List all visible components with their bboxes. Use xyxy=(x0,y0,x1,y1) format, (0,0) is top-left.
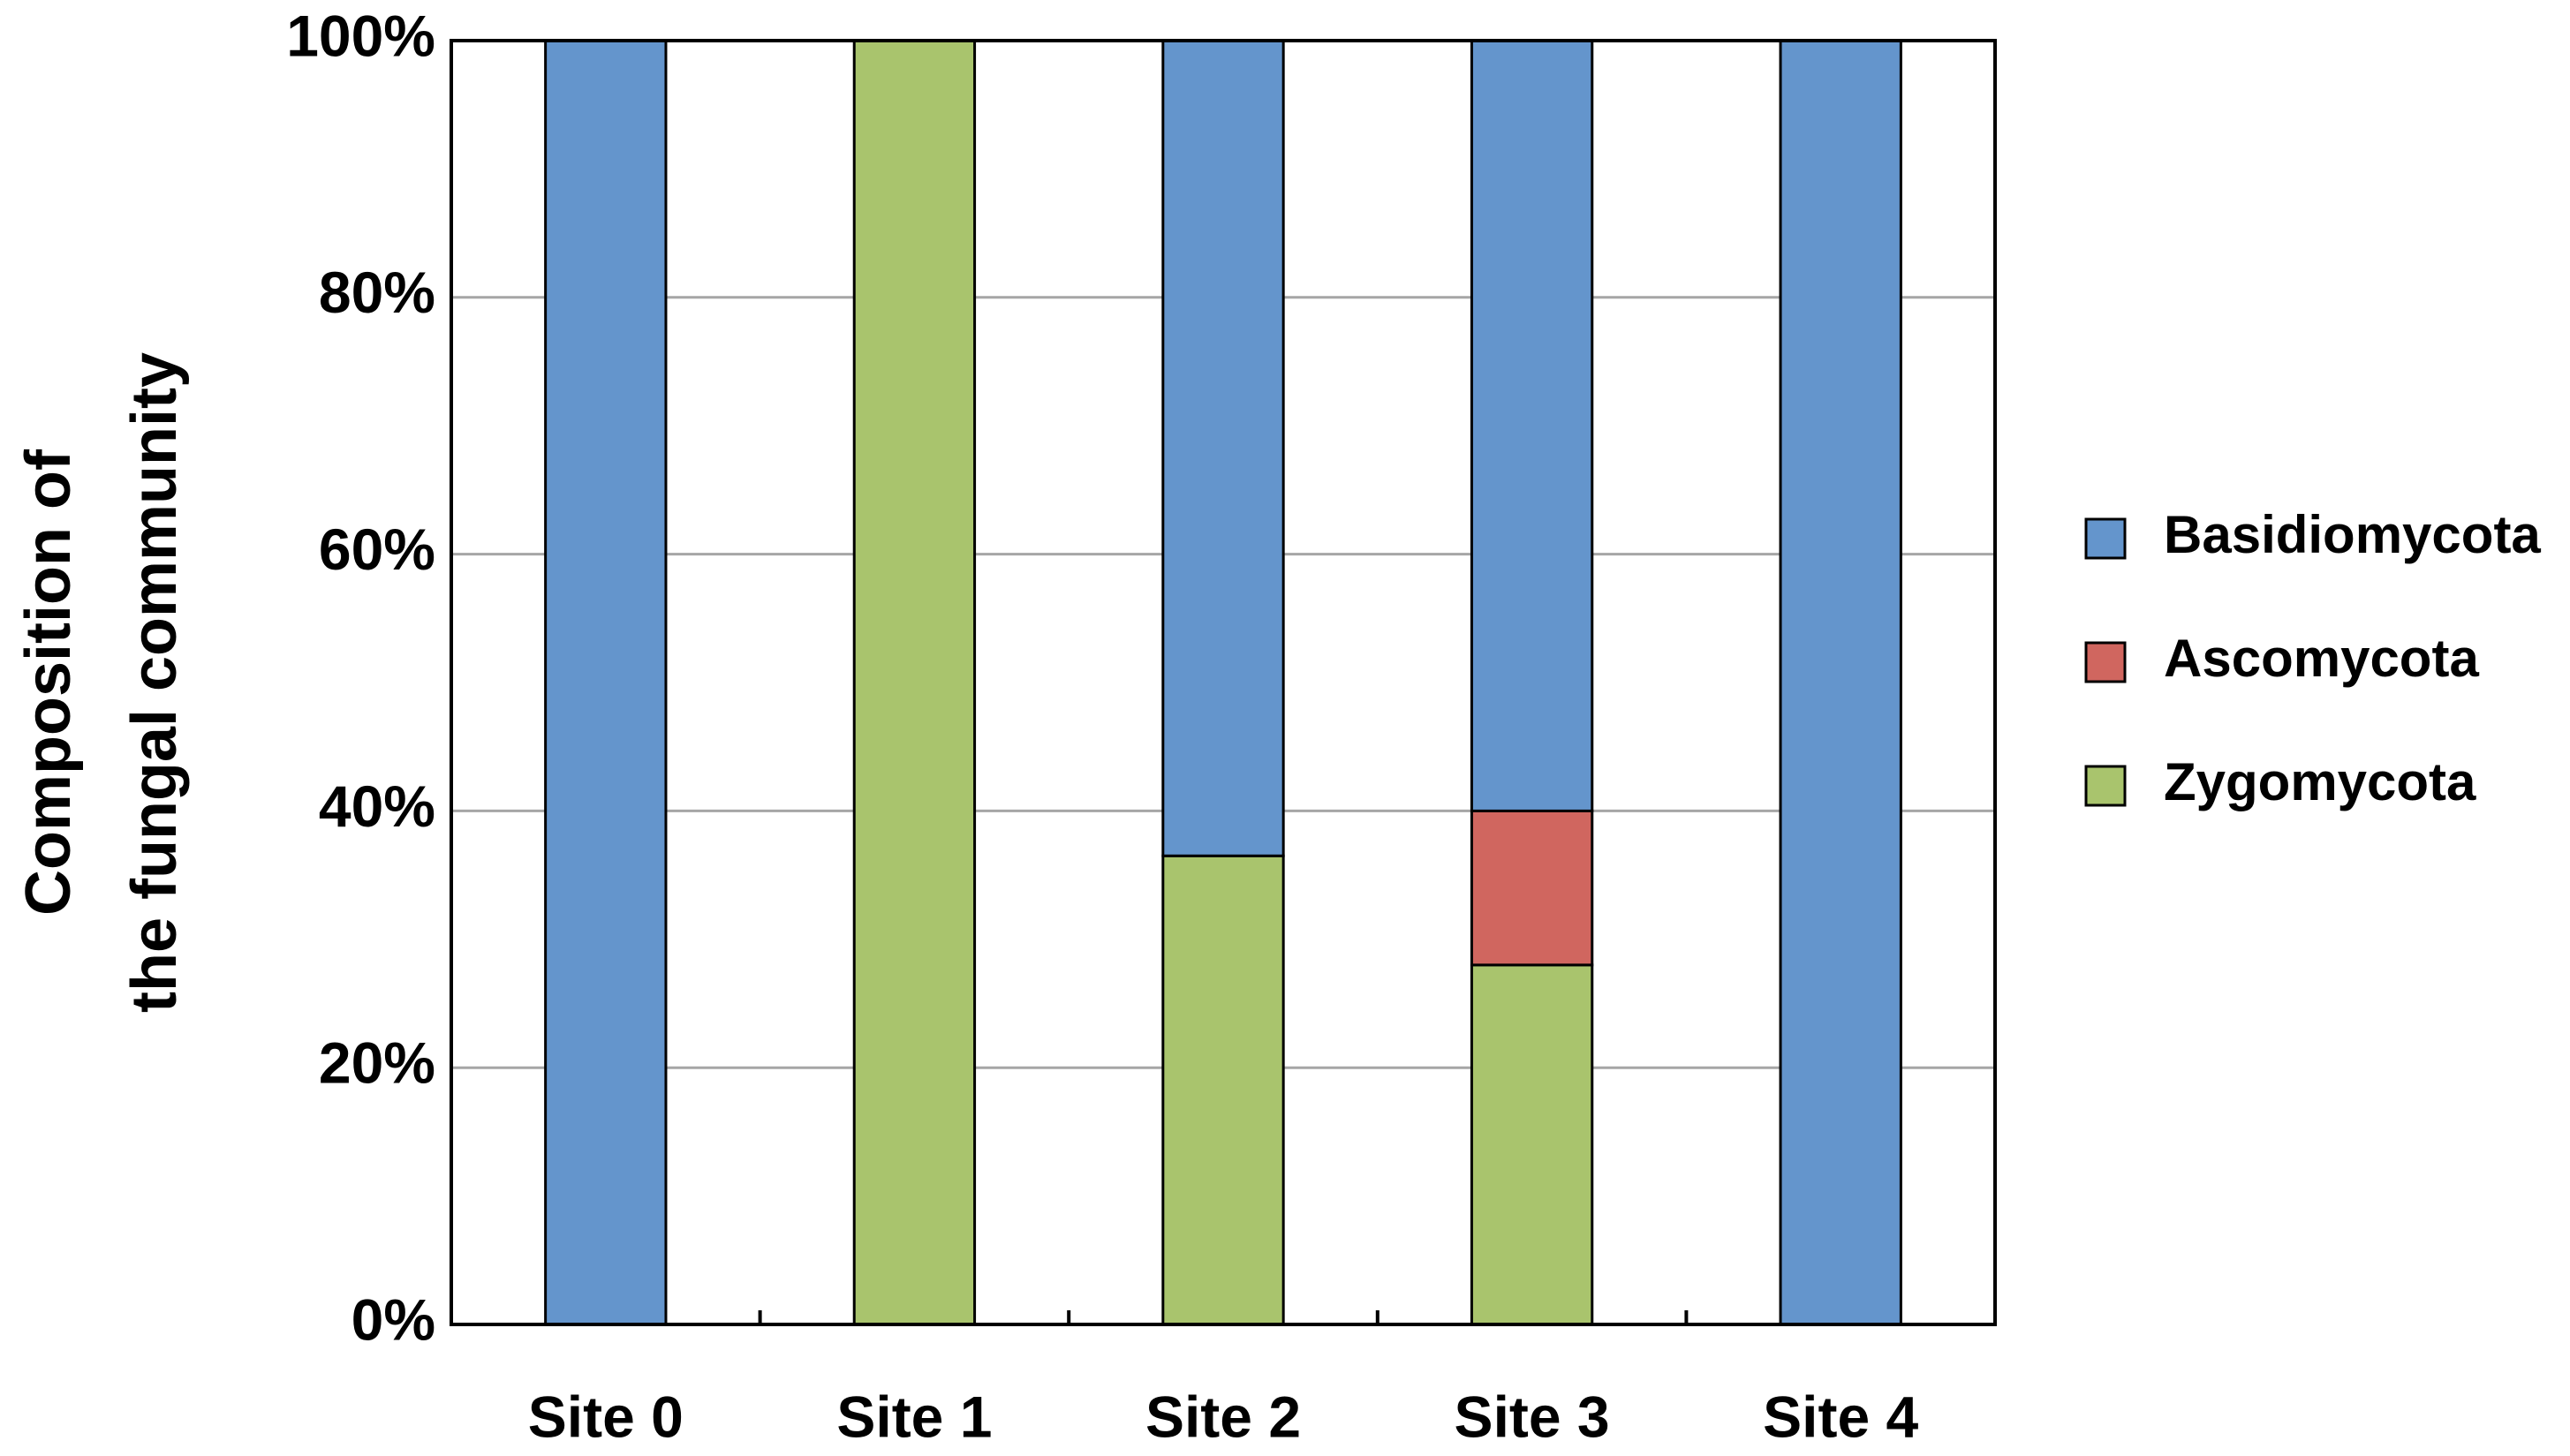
bar-segment xyxy=(1470,809,1594,967)
y-tick-label: 60% xyxy=(319,517,435,582)
y-tick-label: 100% xyxy=(286,3,435,68)
bar-segment xyxy=(1161,39,1285,857)
y-tick-label: 20% xyxy=(319,1030,435,1096)
y-tick-label: 80% xyxy=(319,260,435,325)
y-tick-label: 0% xyxy=(351,1286,435,1352)
bar-segment xyxy=(544,39,668,1326)
y-axis-label: the fungal community xyxy=(119,352,190,1013)
x-tick-label: Site 3 xyxy=(1455,1384,1610,1449)
bar-segment xyxy=(1779,39,1902,1326)
legend-swatch xyxy=(2084,517,2127,560)
y-tick-label: 40% xyxy=(319,773,435,839)
x-tick-label: Site 0 xyxy=(528,1384,684,1449)
legend-swatch xyxy=(2084,765,2127,807)
x-tick-label: Site 4 xyxy=(1763,1384,1918,1449)
legend-label: Basidiomycota xyxy=(2164,505,2541,564)
y-axis-label: Composition of xyxy=(13,449,84,916)
plot-frame xyxy=(450,39,1997,1326)
bar-segment xyxy=(1161,854,1285,1326)
legend-swatch xyxy=(2084,641,2127,683)
bar-segment xyxy=(1470,39,1594,812)
legend-label: Ascomycota xyxy=(2164,629,2479,688)
x-tick-label: Site 2 xyxy=(1145,1384,1301,1449)
bar-segment xyxy=(1470,963,1594,1326)
x-tick-label: Site 1 xyxy=(836,1384,992,1449)
legend-label: Zygomycota xyxy=(2164,752,2476,811)
bar-segment xyxy=(852,39,977,1326)
